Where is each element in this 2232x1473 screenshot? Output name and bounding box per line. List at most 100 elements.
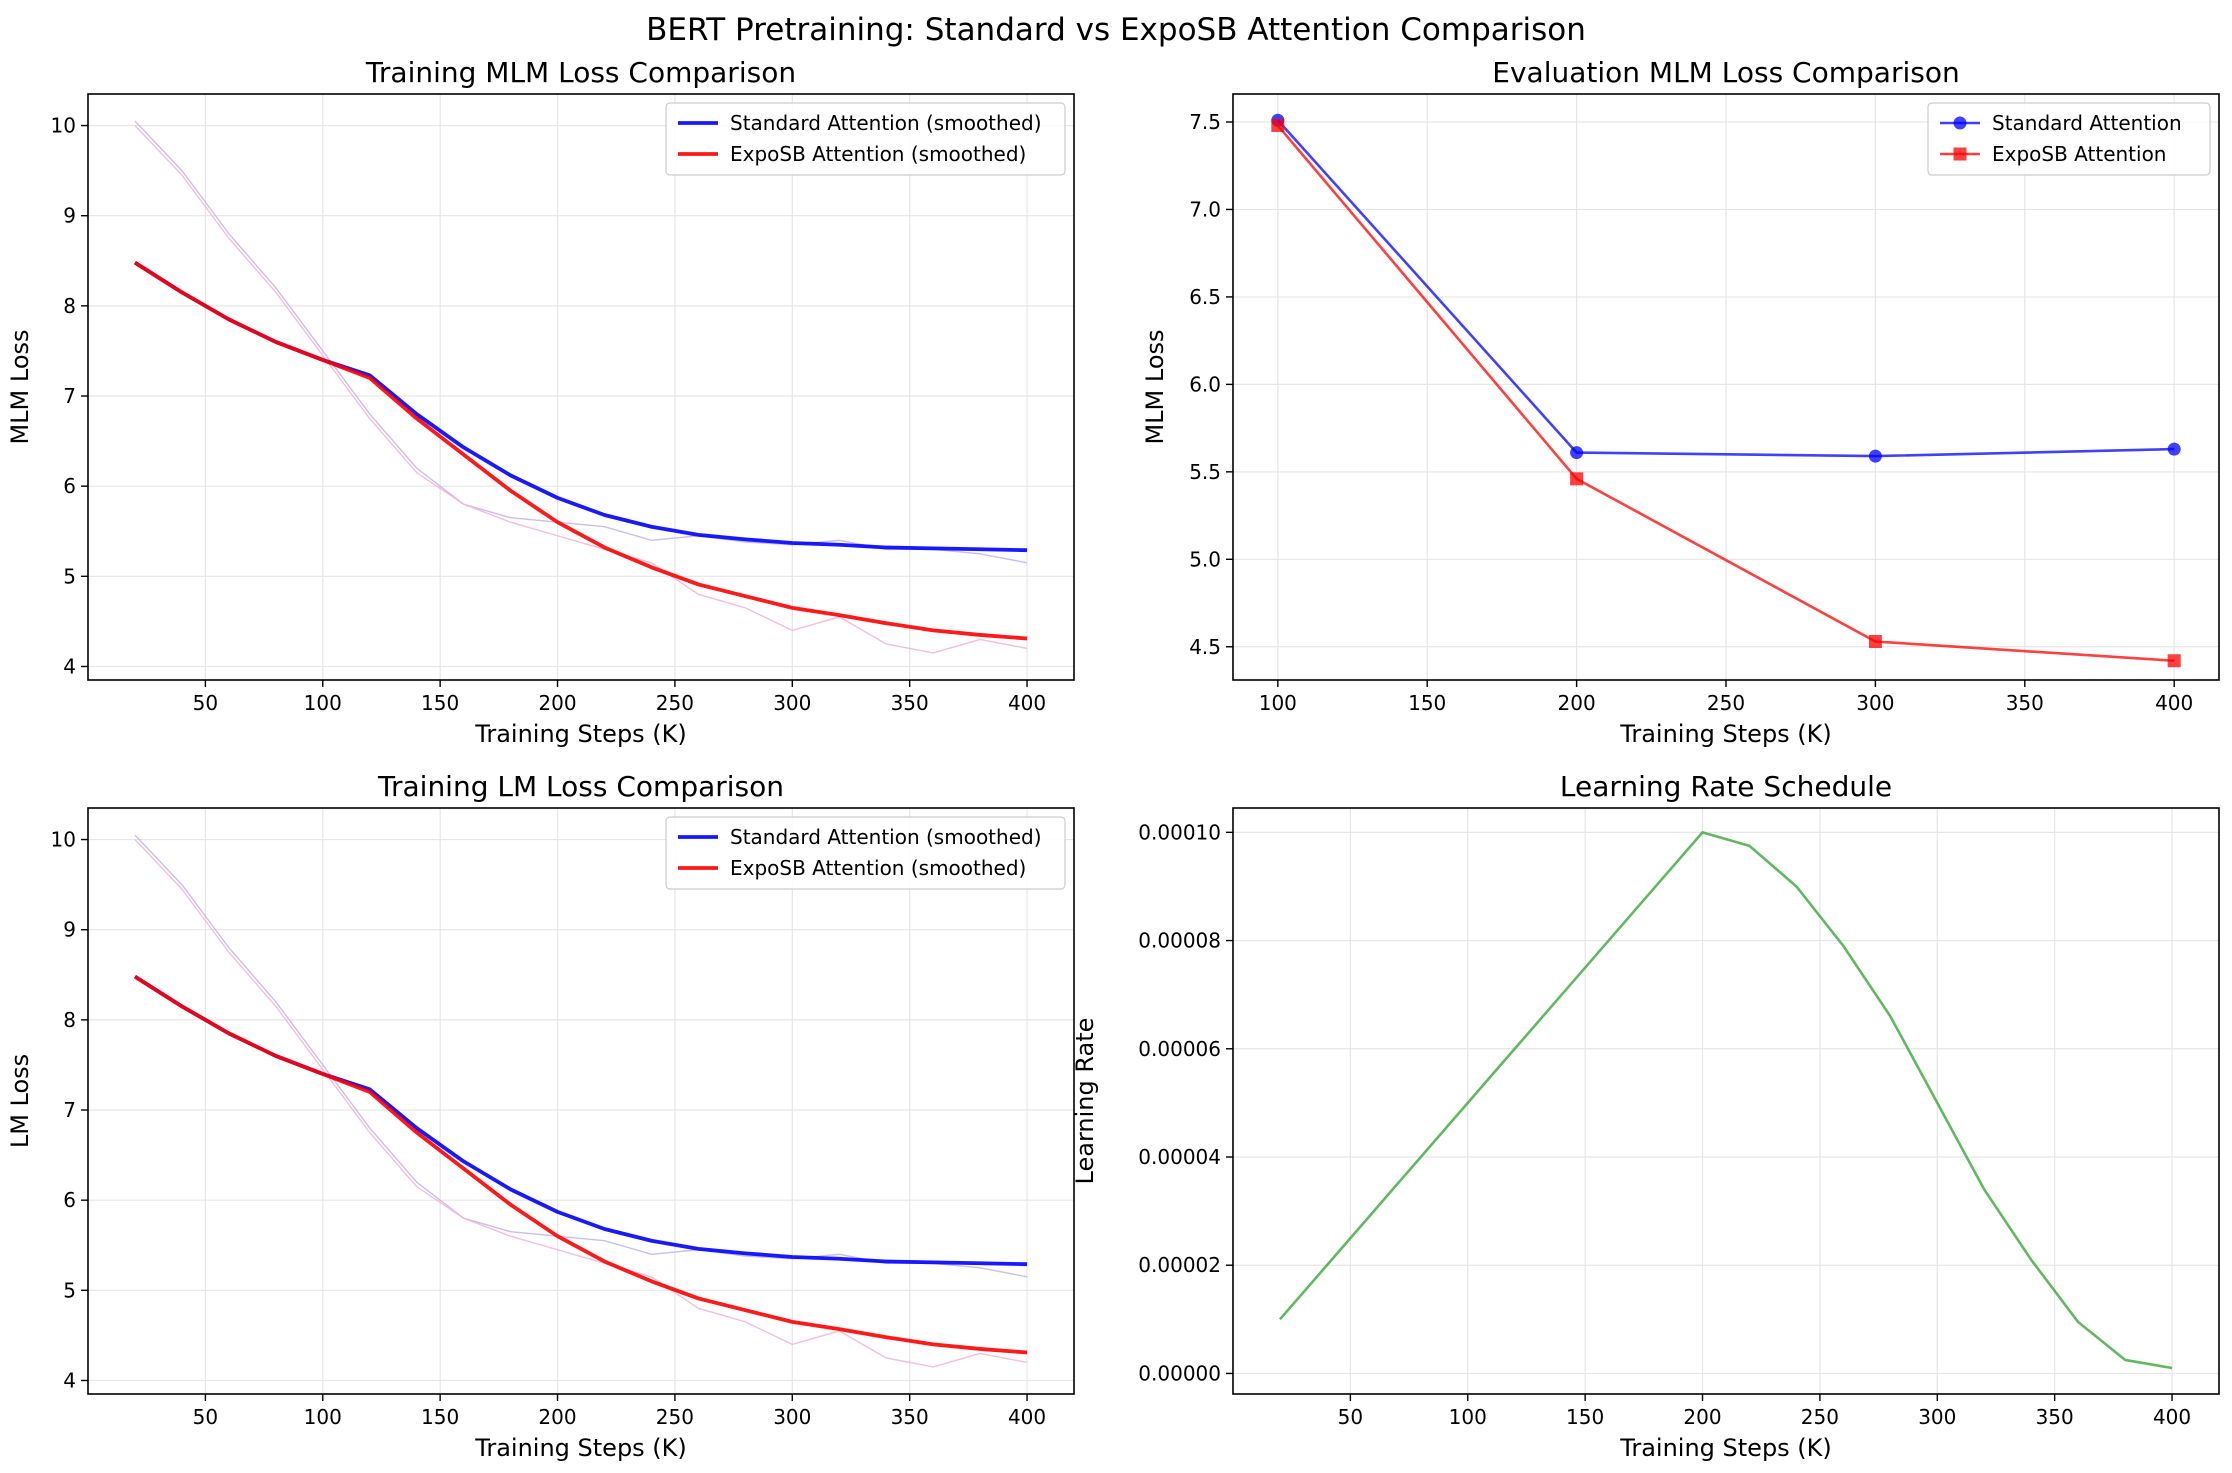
x-tick-label: 400 (2155, 691, 2193, 715)
y-axis-label: LM Loss (6, 1054, 34, 1148)
data-point-exposb (2167, 654, 2181, 668)
y-tick-label: 7.5 (1189, 110, 1221, 134)
x-tick-label: 300 (773, 1405, 811, 1429)
data-point-exposb (1570, 472, 1584, 486)
panel-title: Evaluation MLM Loss Comparison (1492, 56, 1959, 89)
y-tick-label: 0.00010 (1138, 820, 1221, 844)
panel-title: Learning Rate Schedule (1560, 770, 1892, 803)
y-tick-label: 4.5 (1189, 635, 1221, 659)
y-tick-label: 9 (63, 918, 76, 942)
y-tick-label: 0.00008 (1138, 929, 1221, 953)
x-tick-label: 250 (1801, 1405, 1839, 1429)
y-tick-label: 4 (63, 654, 76, 678)
x-tick-label: 150 (1408, 691, 1446, 715)
x-tick-label: 350 (2006, 691, 2044, 715)
panel-learning-rate-schedule: 50 100 150 200 250 300 350 400 0.00000 0.00002 0.0… (1071, 770, 2220, 1462)
legend-box (1927, 102, 2211, 176)
x-tick-label: 250 (656, 691, 694, 715)
x-tick-label: 200 (1558, 691, 1596, 715)
legend-label-standard: Standard Attention (smoothed) (730, 111, 1042, 135)
y-tick-label: 6.5 (1189, 285, 1221, 309)
data-point-exposb (1271, 118, 1285, 132)
x-axis-label: Training Steps (K) (474, 720, 687, 748)
series-line-standard (1276, 119, 2175, 458)
data-point-standard (2167, 442, 2181, 456)
x-tick-label: 100 (1449, 1405, 1487, 1429)
legend-box (665, 816, 1066, 890)
panel-evaluation-mlm-loss: 100 150 200 250 300 350 400 4.5 5.0 5.5 6.0 6.5 7.0 7… (1141, 56, 2220, 748)
panel-training-lm-loss: 50 100 150 200 250 300 350 400 4 5 6 7 8 9 10 Training … (6, 770, 1075, 1462)
x-tick-label: 400 (1008, 691, 1046, 715)
x-axis-label: Training Steps (K) (1619, 720, 1832, 748)
panel-title: Training LM Loss Comparison (377, 770, 784, 803)
x-tick-label: 350 (891, 691, 929, 715)
x-tick-label: 350 (2036, 1405, 2074, 1429)
y-tick-label: 6 (63, 1188, 76, 1212)
raw-series-line-exposb (134, 839, 1028, 1368)
x-tick-label: 200 (1683, 1405, 1721, 1429)
x-tick-label: 250 (1707, 691, 1745, 715)
x-axis-label: Training Steps (K) (474, 1434, 687, 1462)
y-tick-label: 0.00002 (1138, 1253, 1221, 1277)
legend-label-exposb: ExpoSB Attention (smoothed) (730, 856, 1026, 880)
figure-suptitle: BERT Pretraining: Standard vs ExpoSB Att… (646, 12, 1586, 48)
series-line-lr (1278, 831, 2173, 1370)
legend: Standard Attention ExpoSB Attention (1927, 102, 2211, 176)
x-tick-label: 300 (773, 691, 811, 715)
x-tick-label: 200 (538, 691, 576, 715)
raw-series-line-exposb (134, 125, 1028, 654)
y-axis-label: MLM Loss (1141, 329, 1169, 444)
panel-training-mlm-loss: 50 100 150 200 250 300 350 400 4 5 6 7 8 9 10 Training … (6, 56, 1075, 748)
raw-series-line-standard (134, 120, 1028, 564)
x-tick-label: 150 (421, 1405, 459, 1429)
x-axis-label: Training Steps (K) (1619, 1434, 1832, 1462)
y-tick-label: 7.0 (1189, 197, 1221, 221)
x-tick-label: 400 (2153, 1405, 2191, 1429)
data-point-standard (1868, 449, 1882, 463)
data-point-exposb (1868, 635, 1882, 649)
y-tick-label: 5.0 (1189, 547, 1221, 571)
x-tick-label: 150 (421, 691, 459, 715)
legend-marker-standard (1953, 116, 1967, 130)
y-tick-label: 9 (63, 204, 76, 228)
y-tick-label: 10 (51, 114, 76, 138)
y-tick-label: 0.00000 (1138, 1361, 1221, 1385)
axes-frame (87, 93, 1075, 681)
series-line-exposb (1276, 124, 2175, 663)
axes-frame (87, 807, 1075, 1395)
y-axis-label: Learning Rate (1071, 1018, 1099, 1185)
y-tick-label: 6.0 (1189, 372, 1221, 396)
x-tick-label: 300 (1856, 691, 1894, 715)
y-tick-label: 7 (63, 384, 76, 408)
legend-box (665, 102, 1066, 176)
x-tick-label: 50 (193, 691, 218, 715)
x-tick-label: 150 (1566, 1405, 1604, 1429)
series-line-exposb (133, 260, 1028, 641)
panel-title: Training MLM Loss Comparison (365, 56, 796, 89)
x-tick-label: 400 (1008, 1405, 1046, 1429)
axes-frame (1232, 807, 2220, 1395)
y-tick-label: 4 (63, 1368, 76, 1392)
legend-label-exposb: ExpoSB Attention (1992, 142, 2166, 166)
legend-label-standard: Standard Attention (smoothed) (730, 825, 1042, 849)
y-tick-label: 8 (63, 1008, 76, 1032)
x-tick-label: 350 (891, 1405, 929, 1429)
x-tick-label: 50 (1338, 1405, 1363, 1429)
y-tick-label: 5 (63, 564, 76, 588)
legend: Standard Attention (smoothed) ExpoSB Atte… (665, 102, 1066, 176)
x-tick-label: 100 (304, 691, 342, 715)
y-tick-label: 8 (63, 294, 76, 318)
y-tick-label: 0.00006 (1138, 1037, 1221, 1061)
y-tick-label: 10 (51, 828, 76, 852)
x-tick-label: 250 (656, 1405, 694, 1429)
x-tick-label: 300 (1918, 1405, 1956, 1429)
y-tick-label: 5 (63, 1278, 76, 1302)
raw-series-line-standard (134, 834, 1028, 1278)
legend-marker-exposb (1953, 147, 1967, 161)
data-point-standard (1570, 446, 1584, 460)
legend: Standard Attention (smoothed) ExpoSB Atte… (665, 816, 1066, 890)
x-tick-label: 50 (193, 1405, 218, 1429)
legend-label-exposb: ExpoSB Attention (smoothed) (730, 142, 1026, 166)
y-tick-label: 6 (63, 474, 76, 498)
